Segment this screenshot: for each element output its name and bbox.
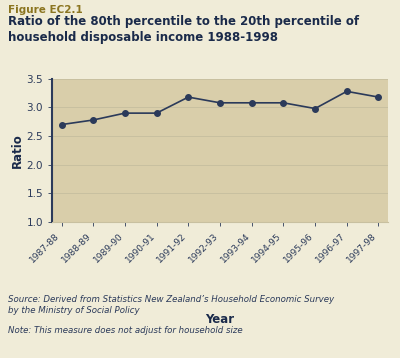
Y-axis label: Ratio: Ratio	[10, 133, 24, 168]
X-axis label: Year: Year	[206, 313, 234, 326]
Text: Ratio of the 80th percentile to the 20th percentile of
household disposable inco: Ratio of the 80th percentile to the 20th…	[8, 15, 359, 44]
Text: Note: This measure does not adjust for household size: Note: This measure does not adjust for h…	[8, 326, 243, 335]
Text: Figure EC2.1: Figure EC2.1	[8, 5, 83, 15]
Text: Source: Derived from Statistics New Zealand’s Household Economic Survey
by the M: Source: Derived from Statistics New Zeal…	[8, 295, 334, 315]
